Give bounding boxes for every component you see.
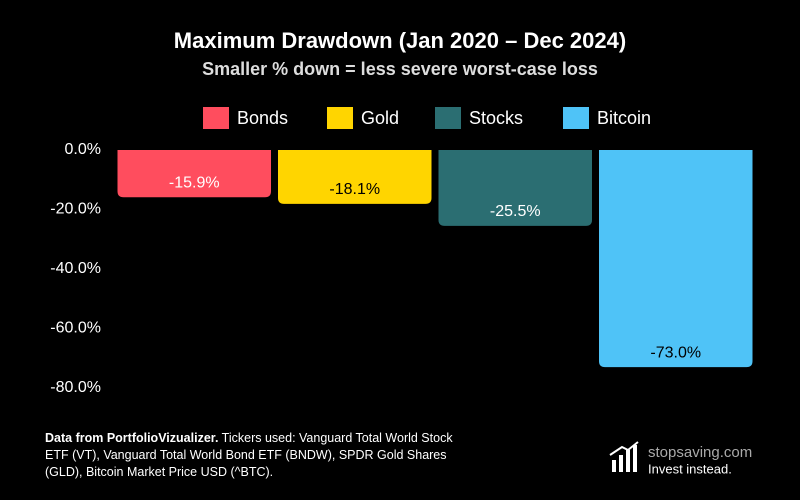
- legend-label: Bonds: [237, 108, 288, 128]
- legend-label: Stocks: [469, 108, 523, 128]
- brand-logo: [609, 441, 639, 472]
- source-note: Data from PortfolioVizualizer. Tickers u…: [45, 430, 475, 481]
- value-label: -18.1%: [329, 181, 380, 198]
- source-text: Tickers used: Vanguard Total World Stock…: [45, 431, 453, 479]
- bar: [117, 150, 271, 198]
- value-label: -15.9%: [169, 175, 220, 192]
- legend-label: Bitcoin: [597, 108, 651, 128]
- legend-swatch: [563, 107, 589, 129]
- bar: [278, 150, 432, 204]
- legend-label: Gold: [361, 108, 399, 128]
- value-label: -25.5%: [490, 203, 541, 220]
- chart-subtitle: Smaller % down = less severe worst-case …: [202, 59, 598, 79]
- y-tick-label: 0.0%: [65, 141, 101, 158]
- value-label: -73.0%: [650, 344, 701, 361]
- y-tick-label: -80.0%: [50, 379, 101, 396]
- bar: [438, 150, 592, 226]
- source-label: Data from PortfolioVizualizer.: [45, 431, 219, 445]
- legend-swatch: [327, 107, 353, 129]
- legend-swatch: [203, 107, 229, 129]
- y-tick-label: -20.0%: [50, 201, 101, 218]
- brand-tagline: Invest instead.: [648, 461, 732, 476]
- bar: [599, 150, 753, 368]
- brand-name: stopsaving.com: [648, 444, 752, 461]
- legend-swatch: [435, 107, 461, 129]
- y-tick-label: -40.0%: [50, 260, 101, 277]
- y-tick-label: -60.0%: [50, 320, 101, 337]
- chart-title: Maximum Drawdown (Jan 2020 – Dec 2024): [174, 28, 626, 53]
